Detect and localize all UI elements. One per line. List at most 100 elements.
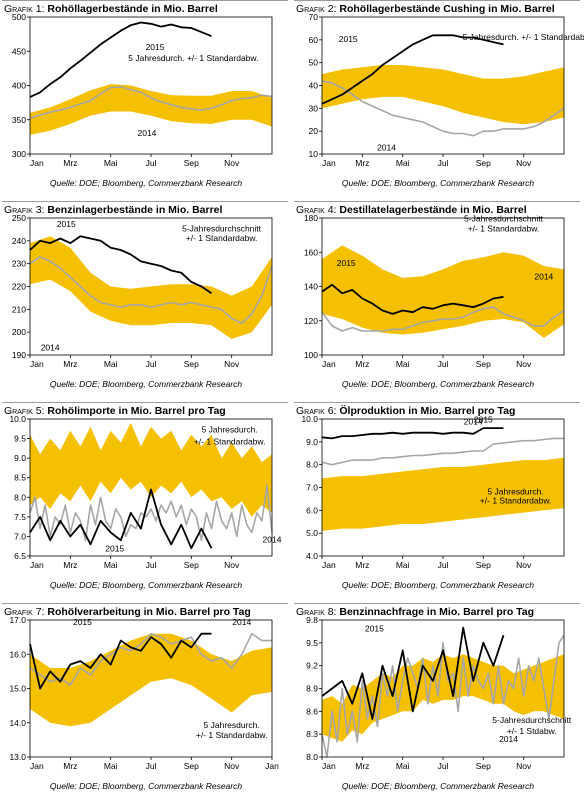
y-tick-label: 5.0 — [306, 528, 318, 538]
y-tick-label: 10.0 — [301, 416, 318, 424]
y-tick-label: 9.2 — [306, 661, 318, 671]
y-tick-label: 9.5 — [306, 638, 318, 648]
x-tick-label: Nov — [224, 560, 240, 570]
x-tick-label: Sep — [184, 359, 199, 369]
y-tick-label: 190 — [12, 350, 26, 360]
annotation-label: 2014 — [138, 128, 157, 138]
annotation-label: 2014 — [499, 734, 518, 744]
chart-source: Quelle: DOE; Bloomberg, Commerzbank Rese… — [49, 379, 243, 389]
y-tick-label: 7.5 — [14, 512, 26, 522]
annotation-label: 2015 — [337, 258, 356, 268]
x-tick-label: Mai — [396, 761, 410, 771]
x-tick-label: Jan — [30, 359, 44, 369]
y-tick-label: 8.0 — [306, 752, 318, 762]
annotation-label: 2015 — [146, 42, 165, 52]
y-tick-label: 8.5 — [14, 473, 26, 483]
y-tick-label: 10.0 — [9, 416, 26, 424]
x-tick-label: Jan — [265, 761, 279, 771]
y-tick-label: 6.5 — [14, 551, 26, 561]
annotation-label: 5 Jahresdurch. +/- 1 Standardabw. — [463, 32, 584, 42]
x-tick-label: Nov — [224, 359, 240, 369]
annotation-label: 2015 — [73, 617, 92, 627]
chart-plot: 13.0 14.0 15.0 16.0 17.0 Jan Mrz Mai Jul Sep Nov Ja… — [9, 617, 279, 771]
y-tick-label: 17.0 — [9, 617, 26, 625]
panel-divider — [294, 402, 580, 403]
y-tick-label: 4.0 — [306, 551, 318, 561]
annotation-label: 5 Jahresdurch. — [202, 425, 258, 435]
annotation-label: 5-Jahresdurchschnitt — [492, 715, 572, 725]
annotation-label: 2014 — [534, 272, 553, 282]
chart-source: Quelle: DOE; Bloomberg, Commerzbank Rese… — [341, 178, 535, 188]
series-line-2015 — [29, 488, 213, 550]
series-line-2015 — [321, 626, 505, 720]
x-tick-label: Jul — [438, 158, 449, 168]
y-tick-label: 350 — [12, 115, 26, 125]
std-band — [30, 236, 272, 339]
x-tick-label: Sep — [476, 761, 491, 771]
chart-title: Grafik 5: Rohölimporte in Mio. Barrel pr… — [4, 405, 226, 417]
x-tick-label: Jan — [322, 560, 336, 570]
chart-title: Grafik 2: Rohöllagerbestände Cushing in … — [296, 3, 555, 15]
chart-number-label: Grafik 3: — [4, 204, 45, 216]
panel-divider — [2, 0, 288, 1]
x-tick-label: Mrz — [355, 158, 369, 168]
panel-divider — [2, 402, 288, 403]
x-tick-label: Jul — [146, 359, 157, 369]
y-tick-label: 10 — [309, 149, 319, 159]
y-tick-label: 300 — [12, 149, 26, 159]
annotation-label: +/- 1 Standardabw. — [194, 436, 266, 446]
series-line-2015 — [321, 34, 504, 105]
x-tick-label: Sep — [184, 761, 199, 771]
series-line-2014 — [29, 632, 272, 686]
y-tick-label: 230 — [12, 259, 26, 269]
y-tick-label: 220 — [12, 282, 26, 292]
chart-title: Grafik 7: Rohölverarbeitung in Mio. Barr… — [4, 606, 251, 618]
x-tick-label: Mai — [104, 761, 118, 771]
annotation-label: 5 Jahresdurch. — [204, 720, 260, 730]
x-tick-label: Sep — [476, 560, 491, 570]
x-tick-label: Jul — [146, 560, 157, 570]
chart-title: Grafik 6: Ölproduktion in Mio. Barrel pr… — [296, 405, 515, 417]
panel-divider — [294, 603, 580, 604]
y-tick-label: 6.0 — [306, 505, 318, 515]
chart-source: Quelle: DOE; Bloomberg, Commerzbank Rese… — [341, 580, 535, 590]
x-tick-label: Nov — [516, 761, 532, 771]
y-tick-label: 50 — [309, 58, 319, 68]
std-band — [30, 633, 272, 727]
y-tick-label: 8.9 — [306, 684, 318, 694]
series-line-2015 — [321, 283, 504, 315]
series-line-2014 — [29, 484, 273, 542]
x-tick-label: Mai — [396, 560, 410, 570]
y-tick-label: 140 — [304, 282, 318, 292]
chart-title: Grafik 4: Destillatelagerbestände in Mio… — [296, 204, 527, 216]
y-tick-label: 100 — [304, 350, 318, 360]
annotation-label: 2015 — [57, 219, 76, 229]
y-tick-label: 210 — [12, 304, 26, 314]
panel-divider — [294, 0, 580, 1]
x-tick-label: Mrz — [355, 560, 369, 570]
panel-divider — [2, 603, 288, 604]
chart-panel-3: Grafik 3: Benzinlagerbestände in Mio. Ba… — [0, 201, 292, 402]
y-tick-label: 60 — [309, 35, 319, 45]
chart-panel-7: Grafik 7: Rohölverarbeitung in Mio. Barr… — [0, 603, 292, 804]
chart-source: Quelle: DOE; Bloomberg, Commerzbank Rese… — [341, 379, 535, 389]
annotation-label: +/- 1 Standardabw. — [186, 233, 258, 243]
x-tick-label: Nov — [516, 359, 532, 369]
y-tick-label: 9.0 — [14, 453, 26, 463]
chart-title-text: Destillatelagerbestände in Mio. Barrel — [336, 204, 527, 216]
annotation-label: +/- 1 Standardabw. — [196, 730, 268, 740]
chart-title-text: Ölproduktion in Mio. Barrel pro Tag — [336, 405, 516, 417]
chart-panel-1: Grafik 1: Rohöllagerbestände in Mio. Bar… — [0, 0, 292, 201]
chart-source: Quelle: DOE; Bloomberg, Commerzbank Rese… — [341, 781, 535, 791]
x-tick-label: Jul — [438, 359, 449, 369]
x-tick-label: Mai — [396, 359, 410, 369]
annotation-label: +/- 1 Standardabw. — [480, 495, 552, 505]
chart-source: Quelle: DOE; Bloomberg, Commerzbank Rese… — [49, 781, 243, 791]
x-tick-label: Mrz — [63, 560, 77, 570]
y-tick-label: 8.0 — [14, 492, 26, 502]
y-tick-label: 8.0 — [306, 460, 318, 470]
series-line-2014 — [321, 437, 564, 466]
annotation-label: 5-Jahresdurchschnitt — [182, 224, 262, 234]
annotation-label: 2015 — [474, 416, 493, 424]
x-tick-label: Sep — [476, 359, 491, 369]
